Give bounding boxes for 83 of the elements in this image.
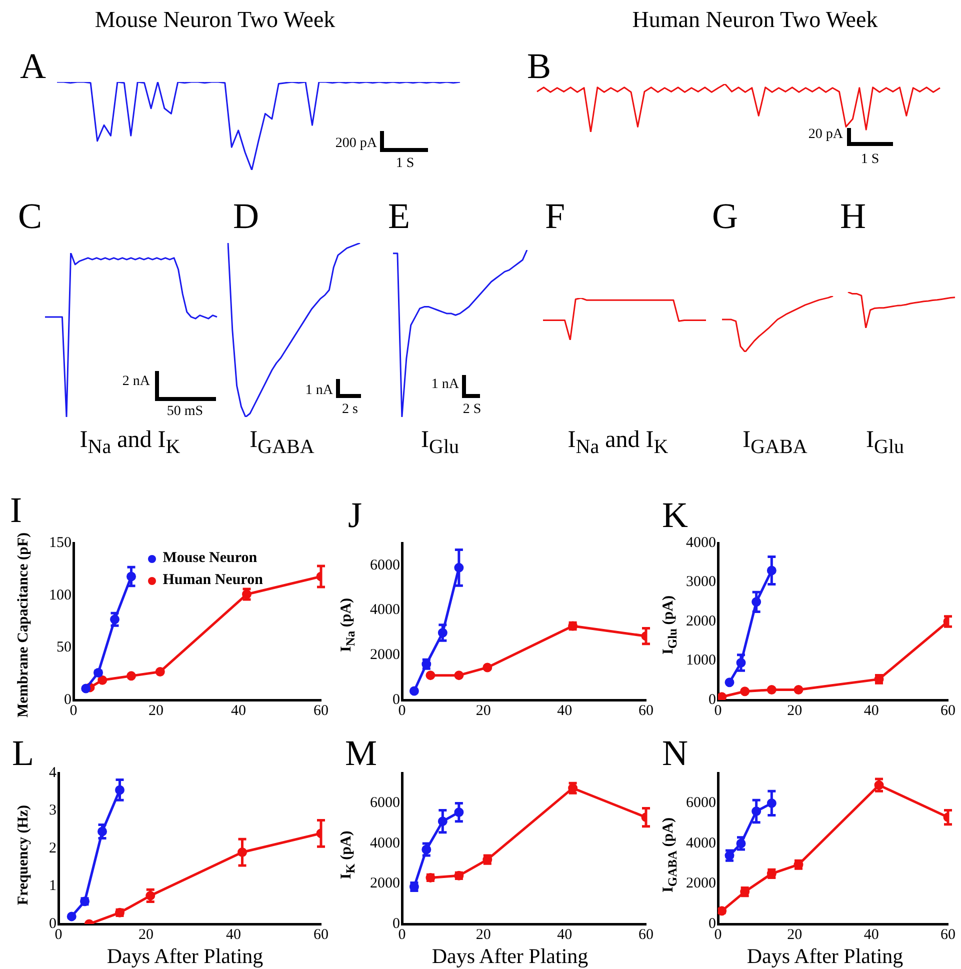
x-tick-label: 20 xyxy=(787,702,802,719)
annotation: 2 nA xyxy=(122,374,150,389)
x-axis-title: I$_{GABA}$ xyxy=(250,427,314,458)
y-tick-label: 1000 xyxy=(686,652,716,669)
y-tick-label: 100 xyxy=(49,587,72,604)
y-tick-label: 0 xyxy=(392,692,400,708)
x-tick-label: 40 xyxy=(231,702,246,719)
chart-title: D xyxy=(233,196,259,236)
chart-title: E xyxy=(388,196,410,236)
y-tick-label: 0 xyxy=(708,692,716,708)
x-axis-title: I$_{Glu}$ xyxy=(421,427,459,458)
chart-title: I xyxy=(10,490,22,530)
chart-title: M xyxy=(345,733,378,773)
y-tick-label: 2000 xyxy=(370,647,400,664)
y-tick-label: 0 xyxy=(64,692,72,708)
x-tick-label: 20 xyxy=(138,926,154,943)
chart-title: H xyxy=(840,196,866,236)
x-tick-label: 60 xyxy=(940,926,956,943)
annotation: 2 S xyxy=(462,402,482,417)
x-tick-label: 20 xyxy=(787,926,802,943)
annotation: 1 S xyxy=(396,156,414,171)
annotation: 2 s xyxy=(342,402,358,417)
chart-title: L xyxy=(12,733,34,773)
annotation: 50 mS xyxy=(166,404,204,419)
x-axis-title: I$_{Na}$ and I$_{K}$ xyxy=(80,427,180,458)
x-tick-label: 20 xyxy=(476,702,491,719)
x-tick-label: 40 xyxy=(557,702,572,719)
x-axis-title: I$_{Na}$ and I$_{K}$ xyxy=(568,427,668,458)
x-tick-label: 60 xyxy=(638,926,654,943)
y-tick-label: 4000 xyxy=(686,534,716,551)
y-tick-label: 0 xyxy=(392,916,400,932)
annotation: 200 pA xyxy=(335,136,377,151)
chart-title: C xyxy=(18,196,42,236)
x-tick-label: 40 xyxy=(226,926,241,943)
chart-title: B xyxy=(527,46,552,86)
chart-title: A xyxy=(20,46,46,86)
chart-title: F xyxy=(545,196,566,236)
y-tick-label: 150 xyxy=(49,534,72,551)
legend-label: Mouse Neuron xyxy=(162,550,258,566)
x-axis-title: I$_{GABA}$ xyxy=(742,427,808,458)
y-tick-label: 4000 xyxy=(370,602,400,618)
y-tick-label: 3 xyxy=(49,802,56,819)
chart-title: G xyxy=(712,196,738,236)
y-tick-label: 50 xyxy=(56,640,72,656)
x-axis-title: Days After Plating xyxy=(432,944,588,968)
x-axis-title: I$_{Glu}$ xyxy=(866,427,904,458)
x-axis-title: Days After Plating xyxy=(106,944,264,968)
y-tick-label: 3000 xyxy=(686,574,716,590)
y-axis-title: Frequency (Hz) xyxy=(16,804,32,906)
y-tick-label: 1 xyxy=(49,878,56,894)
y-tick-label: 4000 xyxy=(370,835,400,852)
y-tick-label: 2000 xyxy=(370,876,400,892)
x-tick-label: 60 xyxy=(638,702,654,719)
chart-subtitle: Mouse Neuron Two Week xyxy=(94,7,336,32)
text: 1 S xyxy=(860,152,880,167)
x-tick-label: 40 xyxy=(864,926,879,943)
x-tick-label: 60 xyxy=(940,702,956,719)
y-tick-label: 2 xyxy=(49,840,56,856)
y-tick-label: 2000 xyxy=(686,613,716,630)
x-tick-label: 40 xyxy=(557,926,572,943)
y-tick-label: 6000 xyxy=(686,795,716,812)
y-tick-label: 4 xyxy=(49,764,57,781)
y-tick-label: 4000 xyxy=(686,835,716,852)
y-axis-title: Membrane Capacitance (pF) xyxy=(16,532,32,718)
y-tick-label: 6000 xyxy=(370,795,400,812)
annotation: 1 nA xyxy=(305,383,333,398)
x-axis-title: Days After Plating xyxy=(746,944,904,968)
y-tick-label: 2000 xyxy=(686,876,716,892)
chart-subtitle: Human Neuron Two Week xyxy=(632,7,878,32)
x-tick-label: 20 xyxy=(476,926,491,943)
x-tick-label: 60 xyxy=(314,926,328,943)
x-tick-label: 60 xyxy=(314,702,328,719)
legend-label: Human Neuron xyxy=(162,572,263,588)
annotation: 1 nA xyxy=(431,377,459,392)
annotation: 20 pA xyxy=(808,127,843,142)
x-tick-label: 20 xyxy=(148,702,164,719)
x-tick-label: 40 xyxy=(864,702,879,719)
chart-title: N xyxy=(662,733,688,773)
y-tick-label: 0 xyxy=(708,916,716,932)
chart-title: K xyxy=(662,495,688,535)
y-tick-label: 0 xyxy=(49,916,56,932)
chart-title: J xyxy=(348,495,362,535)
y-tick-label: 6000 xyxy=(370,557,400,574)
